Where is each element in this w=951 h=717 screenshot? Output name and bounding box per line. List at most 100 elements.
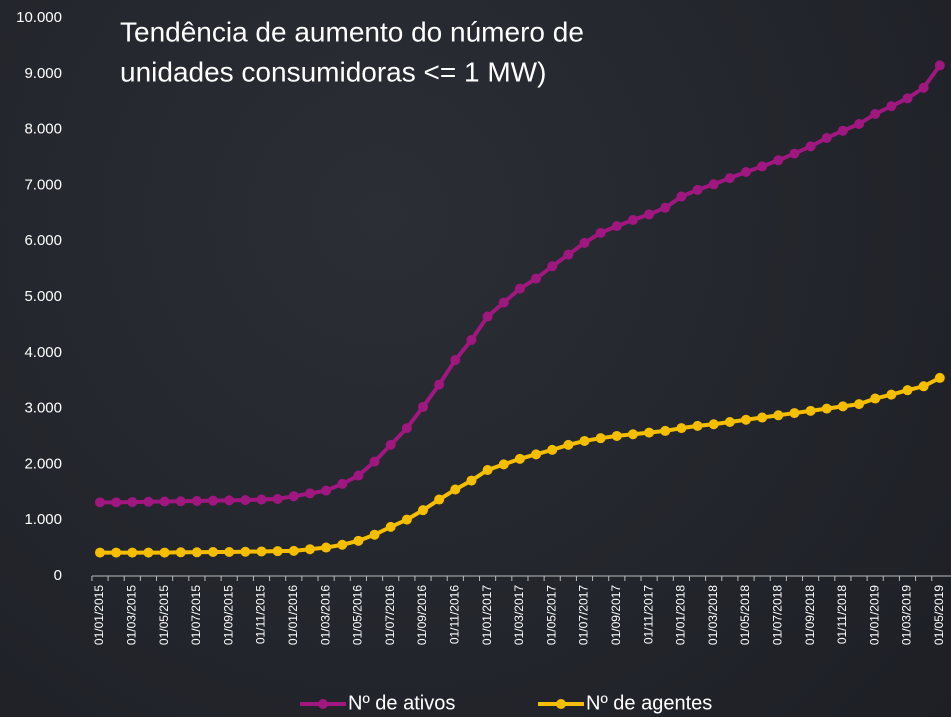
- data-point: [224, 547, 235, 558]
- data-point: [208, 547, 219, 558]
- data-point: [498, 297, 509, 308]
- data-point: [111, 497, 122, 508]
- data-point: [547, 444, 558, 455]
- data-point: [724, 173, 735, 184]
- x-tick-label: 01/03/2017: [512, 585, 526, 645]
- data-point: [191, 547, 202, 558]
- data-point: [385, 439, 396, 450]
- data-point: [450, 484, 461, 495]
- data-point: [886, 101, 897, 112]
- x-tick-label: 01/03/2015: [124, 585, 138, 645]
- x-tick-label: 01/05/2019: [932, 585, 946, 645]
- x-tick-label: 01/09/2016: [415, 585, 429, 645]
- data-point: [789, 408, 800, 419]
- data-point: [256, 546, 267, 557]
- data-point: [789, 148, 800, 159]
- x-tick-label: 01/07/2018: [770, 585, 784, 645]
- data-point: [224, 495, 235, 506]
- x-tick-label: 01/11/2018: [835, 585, 849, 644]
- x-tick-label: 01/11/2016: [447, 585, 461, 644]
- data-point: [547, 261, 558, 272]
- data-point: [111, 547, 122, 558]
- data-point: [676, 191, 687, 202]
- y-tick-label: 0: [54, 567, 62, 584]
- data-point: [805, 141, 816, 152]
- x-tick-label: 01/09/2015: [221, 585, 235, 645]
- data-point: [757, 412, 768, 423]
- x-tick-label: 01/07/2016: [383, 585, 397, 645]
- data-point: [692, 184, 703, 195]
- data-point: [240, 546, 251, 557]
- chart-title: Tendência de aumento do número de: [120, 16, 584, 47]
- data-point: [934, 372, 945, 383]
- x-tick-label: 01/05/2015: [157, 585, 171, 645]
- data-point: [611, 221, 622, 232]
- data-point: [531, 449, 542, 460]
- y-tick-label: 4.000: [24, 344, 62, 361]
- data-point: [304, 488, 315, 499]
- x-tick-label: 01/01/2017: [480, 585, 494, 645]
- data-point: [127, 547, 138, 558]
- legend-marker: [318, 699, 328, 709]
- data-point: [498, 459, 509, 470]
- series-line: [100, 376, 941, 555]
- data-point: [692, 420, 703, 431]
- data-point: [418, 505, 428, 516]
- data-point: [918, 82, 929, 93]
- x-tick-label: 01/03/2019: [900, 585, 914, 645]
- data-point: [821, 132, 832, 143]
- x-tick-label: 01/03/2018: [706, 585, 720, 645]
- data-point: [240, 495, 251, 506]
- data-point: [595, 433, 606, 444]
- x-tick-label: 01/11/2017: [641, 585, 655, 644]
- data-point: [385, 521, 396, 532]
- data-point: [369, 529, 380, 540]
- data-point: [434, 379, 445, 390]
- data-point: [466, 334, 477, 345]
- data-point: [741, 167, 751, 178]
- y-tick-label: 6.000: [24, 232, 62, 249]
- x-tick-label: 01/05/2018: [738, 585, 752, 645]
- data-point: [175, 496, 186, 507]
- data-point: [175, 547, 186, 558]
- x-tick-label: 01/01/2018: [674, 585, 688, 645]
- data-point: [611, 430, 622, 441]
- data-point: [95, 547, 105, 558]
- data-point: [854, 119, 865, 130]
- data-point: [482, 311, 493, 322]
- data-point: [595, 227, 606, 238]
- data-point: [676, 423, 687, 434]
- data-point: [886, 389, 897, 400]
- y-tick-label: 10.000: [16, 9, 62, 26]
- y-tick-label: 1.000: [24, 511, 62, 528]
- data-point: [143, 547, 154, 558]
- x-tick-label: 01/01/2019: [867, 585, 881, 645]
- data-point: [450, 355, 461, 366]
- x-tick-label: 01/09/2017: [609, 585, 623, 645]
- data-point: [466, 475, 477, 486]
- legend-label: Nº de ativos: [348, 692, 455, 714]
- data-point: [773, 410, 784, 421]
- x-tick-label: 01/01/2015: [92, 585, 106, 645]
- data-point: [159, 496, 170, 507]
- data-point: [563, 249, 574, 260]
- data-point: [708, 179, 719, 190]
- data-point: [531, 273, 542, 284]
- data-point: [902, 385, 913, 396]
- data-point: [579, 237, 590, 248]
- x-tick-label: 01/11/2015: [254, 585, 268, 644]
- data-point: [579, 435, 590, 446]
- data-point: [191, 495, 202, 506]
- data-point: [95, 497, 105, 508]
- data-point: [401, 423, 412, 434]
- x-tick-label: 01/05/2017: [544, 585, 558, 645]
- data-point: [337, 539, 348, 550]
- data-point: [563, 439, 574, 450]
- data-point: [724, 416, 735, 427]
- data-point: [757, 161, 768, 172]
- data-point: [418, 401, 428, 412]
- data-point: [272, 493, 283, 504]
- legend-marker: [556, 699, 566, 709]
- data-point: [127, 497, 138, 508]
